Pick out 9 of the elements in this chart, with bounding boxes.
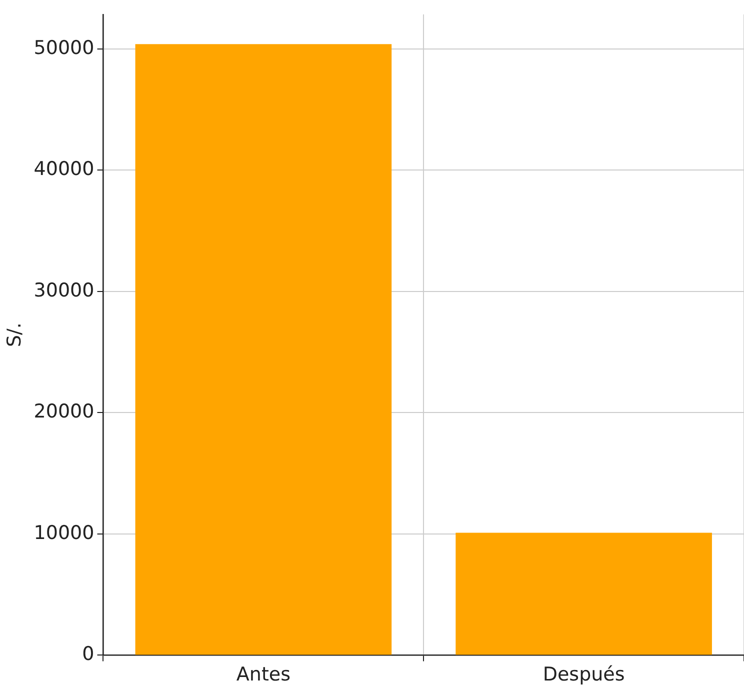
y-tick-label: 30000 — [34, 279, 94, 302]
x-tick-label: Después — [542, 664, 625, 686]
y-tick-label: 0 — [82, 643, 94, 666]
y-tick-label: 40000 — [34, 158, 94, 180]
y-tick-label: 10000 — [34, 522, 94, 544]
y-axis-title: S/. — [3, 322, 26, 348]
y-tick-label: 20000 — [34, 400, 94, 423]
y-tick-label: 50000 — [34, 36, 94, 59]
x-tick-label: Antes — [236, 664, 290, 686]
